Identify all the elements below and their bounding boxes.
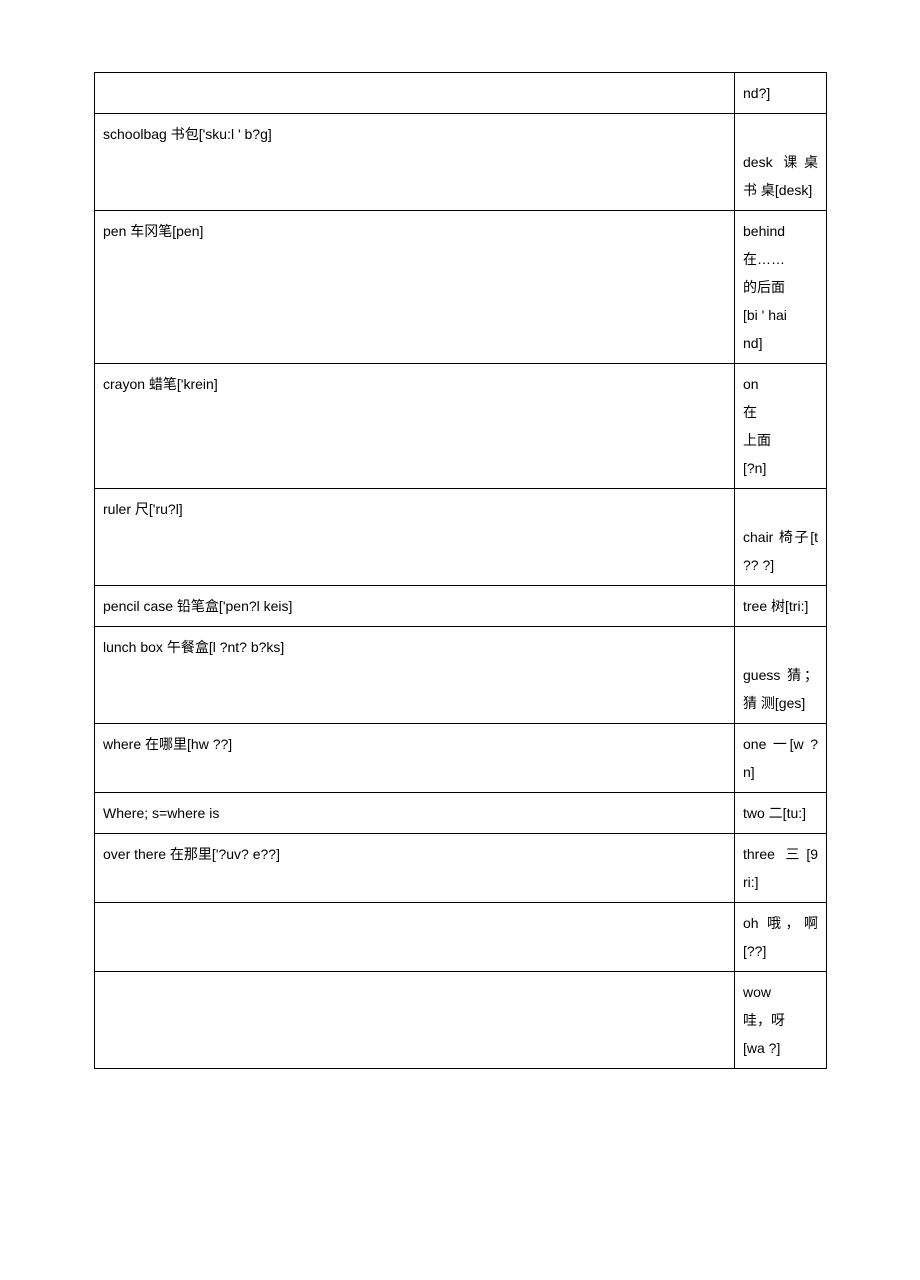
cell-right: oh 哦，啊 [??] [735,903,827,972]
cell-right: tree 树[tri:] [735,586,827,627]
cell-right: three 三[9 ri:] [735,834,827,903]
table-row: wow哇，呀[wa ?] [95,972,827,1069]
table-row: crayon 蜡笔['krein] on在上面[?n] [95,364,827,489]
vocabulary-table: nd?] schoolbag 书包['sku:l ' b?g] desk 课桌 … [94,72,827,1069]
table-row: over there 在那里['?uv? e??] three 三[9 ri:] [95,834,827,903]
table-row: where 在哪里[hw ??] one 一[w ?n] [95,724,827,793]
cell-right: wow哇，呀[wa ?] [735,972,827,1069]
cell-left [95,73,735,114]
cell-right: one 一[w ?n] [735,724,827,793]
table-row: oh 哦，啊 [??] [95,903,827,972]
cell-right: guess 猜；猜 测[ges] [735,627,827,724]
table-row: pencil case 铅笔盒['pen?l keis] tree 树[tri:… [95,586,827,627]
cell-right-text: desk 课桌 书 桌[desk] [743,154,818,198]
table-row: lunch box 午餐盒[l ?nt? b?ks] guess 猜；猜 测[g… [95,627,827,724]
cell-left: pen 车冈笔[pen] [95,211,735,364]
cell-left: schoolbag 书包['sku:l ' b?g] [95,114,735,211]
table-row: schoolbag 书包['sku:l ' b?g] desk 课桌 书 桌[d… [95,114,827,211]
cell-left: over there 在那里['?uv? e??] [95,834,735,903]
cell-right: behind在……的后面[bi ' haind] [735,211,827,364]
cell-right: chair 椅子[t ?? ?] [735,489,827,586]
cell-right: two 二[tu:] [735,793,827,834]
table-row: nd?] [95,73,827,114]
cell-left: ruler 尺['ru?l] [95,489,735,586]
cell-right: on在上面[?n] [735,364,827,489]
cell-left: crayon 蜡笔['krein] [95,364,735,489]
table-row: Where; s=where is two 二[tu:] [95,793,827,834]
cell-left: Where; s=where is [95,793,735,834]
cell-left: where 在哪里[hw ??] [95,724,735,793]
cell-left: lunch box 午餐盒[l ?nt? b?ks] [95,627,735,724]
cell-left [95,903,735,972]
cell-right: nd?] [735,73,827,114]
cell-right: desk 课桌 书 桌[desk] [735,114,827,211]
table-body: nd?] schoolbag 书包['sku:l ' b?g] desk 课桌 … [95,73,827,1069]
cell-left: pencil case 铅笔盒['pen?l keis] [95,586,735,627]
table-row: pen 车冈笔[pen] behind在……的后面[bi ' haind] [95,211,827,364]
cell-left [95,972,735,1069]
table-row: ruler 尺['ru?l] chair 椅子[t ?? ?] [95,489,827,586]
